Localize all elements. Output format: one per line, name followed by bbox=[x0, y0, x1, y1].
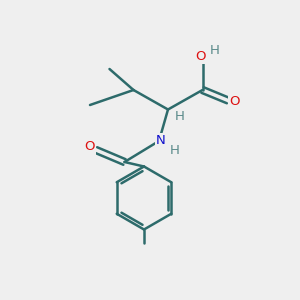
Text: N: N bbox=[156, 134, 165, 148]
Text: O: O bbox=[230, 95, 240, 109]
Text: H: H bbox=[175, 110, 184, 123]
Text: H: H bbox=[170, 143, 179, 157]
Text: O: O bbox=[195, 50, 205, 63]
Text: O: O bbox=[84, 140, 95, 154]
Text: H: H bbox=[210, 44, 220, 58]
